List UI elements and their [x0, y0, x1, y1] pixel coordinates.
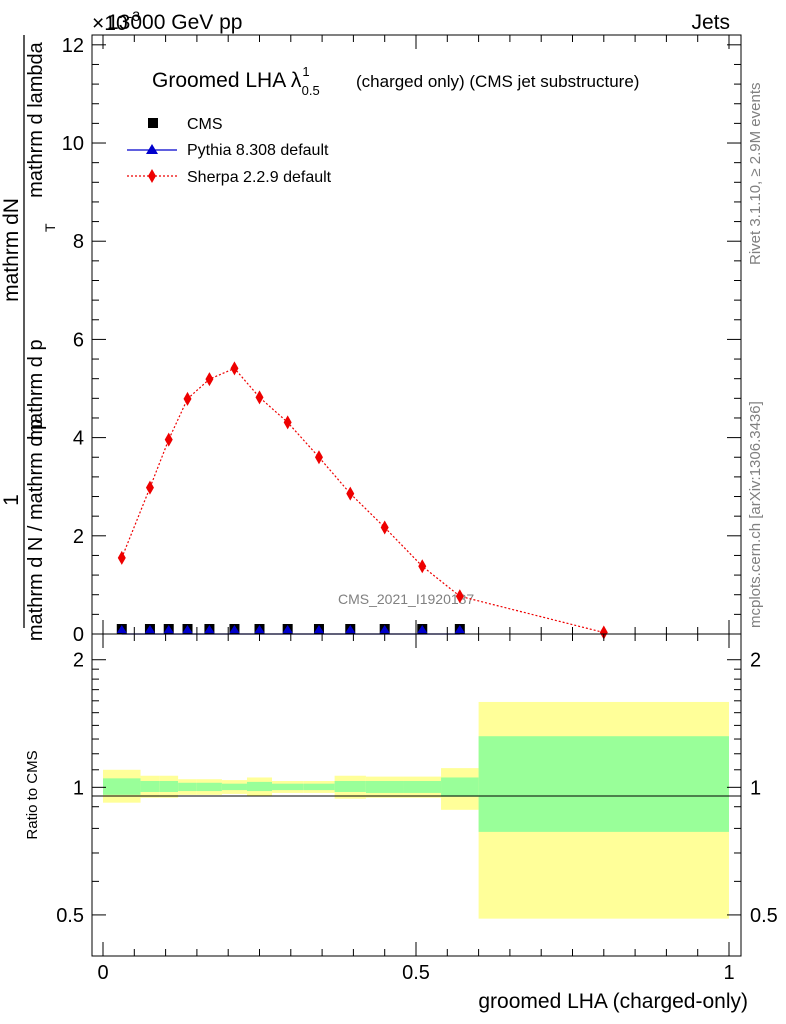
pythia-point — [345, 625, 356, 633]
main-ylabel: 1 mathrm dN mathrm d lambda mathrm d p m… — [0, 35, 58, 641]
ylabel-sub: T — [42, 223, 58, 232]
main-ytick-label: 6 — [73, 329, 84, 351]
sherpa-point — [314, 450, 323, 465]
sherpa-point — [117, 550, 126, 565]
pythia-point — [229, 625, 240, 633]
xtick-label: 0 — [97, 962, 108, 984]
sherpa-line — [121, 367, 604, 634]
ratio-ytick-label-right: 0.5 — [750, 905, 778, 927]
sherpa-point — [255, 390, 264, 405]
ratio-bands — [103, 701, 729, 919]
ratio-inner-band — [103, 778, 141, 795]
pythia-point — [163, 625, 174, 633]
sherpa-point — [205, 372, 214, 387]
ratio-inner-band — [441, 777, 479, 797]
header-left: 13000 GeV pp — [107, 11, 242, 34]
chart-title-suffix: (charged only) (CMS jet substructure) — [356, 72, 639, 91]
legend-cms-label: CMS — [187, 116, 223, 133]
ratio-inner-band — [178, 782, 197, 792]
xaxis-label: groomed LHA (charged-only) — [478, 990, 748, 1013]
sherpa-point — [599, 625, 608, 640]
pythia-point — [204, 625, 215, 633]
main-yaxis: 0 2 4 6 8 10 12 — [62, 35, 741, 646]
header-right: Jets — [691, 11, 730, 34]
pythia-point — [182, 625, 193, 633]
pythia-point — [313, 625, 324, 633]
ratio-yaxis: 0.5 0.5 1 1 2 2 — [56, 650, 778, 927]
legend-sherpa-label: Sherpa 2.2.9 default — [187, 169, 332, 186]
sherpa-point — [380, 520, 389, 535]
ratio-inner-band — [334, 780, 366, 792]
pythia-point — [454, 625, 465, 633]
analysis-watermark: CMS_2021_I1920187 — [338, 591, 474, 607]
ratio-ytick-label: 2 — [73, 650, 84, 672]
legend-sherpa-marker — [148, 169, 156, 183]
legend: CMS Pythia 8.308 default Sherpa 2.2.9 de… — [127, 116, 332, 186]
legend-pythia-marker — [146, 144, 158, 154]
mcplots-label: mcplots.cern.ch [arXiv:1306.3436] — [747, 401, 764, 628]
pythia-point — [254, 625, 265, 633]
sherpa-point — [346, 486, 355, 501]
ratio-inner-band — [140, 780, 160, 792]
legend-pythia-label: Pythia 8.308 default — [187, 142, 329, 159]
ratio-inner-band — [221, 783, 247, 791]
ratio-inner-band — [246, 781, 273, 792]
main-ytick-label: 12 — [62, 35, 84, 57]
main-ytick-label: 10 — [62, 133, 84, 155]
ylabel-denominator: mathrm d N / mathrm d p — [25, 419, 47, 641]
ratio-ytick-label-right: 1 — [750, 777, 761, 799]
sherpa-point — [455, 589, 464, 604]
ratio-inner-band — [365, 780, 404, 793]
ratio-inner-band — [196, 782, 222, 792]
sherpa-point — [418, 559, 427, 574]
ylabel-numerator: 1 — [0, 494, 23, 506]
xtick-label: 1 — [723, 962, 734, 984]
sherpa-point — [164, 432, 173, 447]
pythia-point — [417, 625, 428, 633]
xtick-label: 0.5 — [402, 962, 430, 984]
pythia-point — [116, 625, 127, 633]
pythia-point — [379, 625, 390, 633]
ratio-inner-band — [478, 736, 729, 832]
main-series — [116, 361, 608, 640]
ratio-inner-band — [159, 780, 179, 792]
ratio-inner-band — [303, 783, 335, 791]
ratio-inner-band — [272, 783, 304, 791]
legend-cms-marker — [148, 118, 158, 128]
chart-title: Groomed LHA λ1 0.5 — [152, 64, 320, 98]
sherpa-point — [230, 361, 239, 376]
sherpa-point — [183, 391, 192, 406]
ratio-ytick-label: 0.5 — [56, 905, 84, 927]
ylabel-numerator-expr: mathrm dN — [0, 198, 23, 302]
sherpa-point — [283, 415, 292, 430]
pythia-point — [282, 625, 293, 633]
ylabel-numerator-tail2: mathrm d lambda — [25, 41, 47, 197]
main-ytick-label: 4 — [73, 428, 84, 450]
rivet-label: Rivet 3.1.10, ≥ 2.9M events — [747, 83, 764, 266]
exponent-label: ×10-3 — [92, 8, 140, 35]
ratio-xaxis: 0 0.5 1 — [97, 634, 735, 984]
ylabel-numerator-tail: mathrm d p — [25, 339, 47, 440]
ratio-ytick-label: 1 — [73, 777, 84, 799]
main-ytick-label: 8 — [73, 231, 84, 253]
sherpa-point — [145, 480, 154, 495]
ratio-ytick-label-right: 2 — [750, 650, 761, 672]
main-ytick-label: 2 — [73, 526, 84, 548]
main-ytick-label: 0 — [73, 624, 84, 646]
ratio-inner-band — [403, 780, 442, 793]
ratio-ylabel: Ratio to CMS — [24, 750, 41, 839]
pythia-point — [144, 625, 155, 633]
